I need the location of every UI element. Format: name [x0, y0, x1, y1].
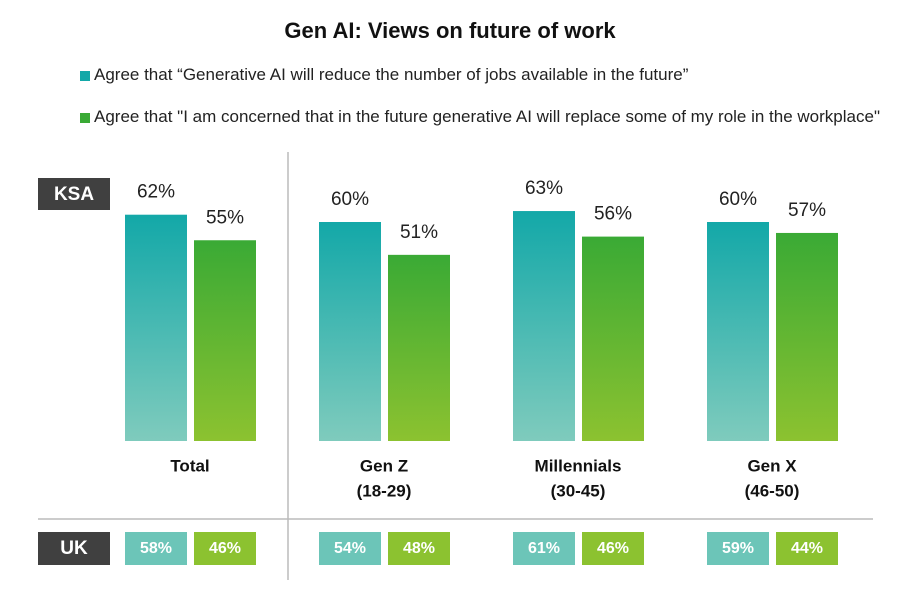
uk-value-box [388, 532, 450, 565]
uk-value-label: 61% [528, 540, 560, 557]
legend-label: Agree that "I am concerned that in the f… [94, 107, 880, 126]
uk-value-box [513, 532, 575, 565]
bar [194, 240, 256, 441]
x-tick-label: (18-29) [357, 481, 412, 500]
uk-value-box [582, 532, 644, 565]
uk-value-box [125, 532, 187, 565]
uk-value-label: 46% [209, 540, 241, 557]
uk-value-label: 54% [334, 540, 366, 557]
uk-value-box [776, 532, 838, 565]
x-tick-label: Gen Z [360, 456, 408, 475]
bar [776, 232, 838, 441]
region-badge [38, 532, 110, 565]
bar [319, 222, 381, 441]
data-label: 62% [137, 182, 175, 203]
data-label: 56% [594, 204, 632, 225]
data-label: 55% [206, 207, 244, 228]
legend-swatch [80, 113, 90, 123]
data-label: 63% [525, 178, 563, 199]
data-label: 60% [719, 189, 757, 210]
legend-entry: Agree that "I am concerned that in the f… [78, 105, 884, 129]
uk-value-box [707, 532, 769, 565]
bar [582, 236, 644, 441]
bar [513, 211, 575, 441]
x-tick-label: Millennials [535, 456, 622, 475]
x-tick-label: (46-50) [745, 481, 800, 500]
region-label: KSA [54, 184, 94, 205]
uk-value-box [319, 532, 381, 565]
region-label: UK [60, 538, 88, 559]
uk-value-label: 44% [791, 540, 823, 557]
uk-value-box [194, 532, 256, 565]
legend-entry: Agree that “Generative AI will reduce th… [78, 63, 884, 87]
x-tick-label: Total [170, 456, 209, 475]
data-label: 51% [400, 222, 438, 243]
uk-value-label: 59% [722, 540, 754, 557]
uk-value-label: 58% [140, 540, 172, 557]
uk-value-label: 48% [403, 540, 435, 557]
bar [707, 222, 769, 441]
uk-value-label: 46% [597, 540, 629, 557]
chart-title: Gen AI: Views on future of work [284, 18, 616, 43]
legend-swatch [80, 71, 90, 81]
legend-label: Agree that “Generative AI will reduce th… [94, 65, 689, 84]
data-label: 60% [331, 189, 369, 210]
region-badge [38, 178, 110, 210]
x-tick-label: (30-45) [551, 481, 606, 500]
x-tick-label: Gen X [747, 456, 797, 475]
bar [125, 214, 187, 441]
data-label: 57% [788, 200, 826, 221]
bar [388, 254, 450, 441]
